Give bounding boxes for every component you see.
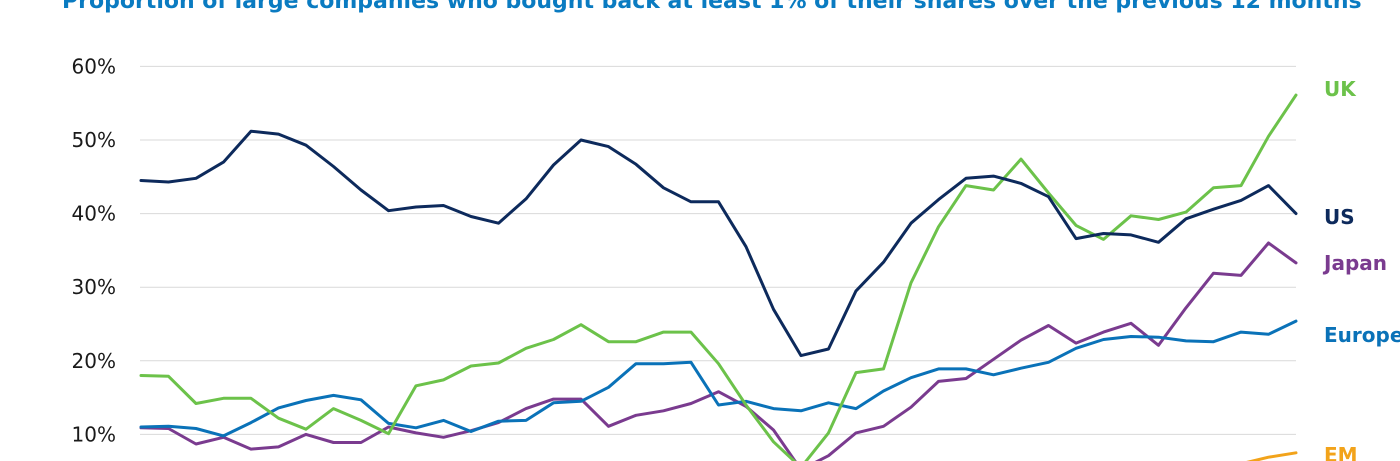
series-line-uk <box>139 93 1298 461</box>
series-line-japan <box>139 241 1298 461</box>
grid-lines <box>140 65 1296 435</box>
y-tick-label: 40% <box>72 202 116 226</box>
chart-title: Proportion of large companies who bought… <box>62 0 1362 14</box>
series-label-em: EM <box>1324 443 1358 461</box>
series-labels: EM Japan Europe UK US <box>1322 77 1400 461</box>
series-label-us: US <box>1324 205 1355 229</box>
series-label-japan: Japan <box>1322 251 1387 275</box>
y-axis-ticks: 60% 50% 40% 30% 20% 10% <box>72 54 116 446</box>
y-tick-label: 60% <box>72 54 116 78</box>
y-tick-label: 50% <box>72 128 116 152</box>
series-label-europe: Europe <box>1324 323 1400 347</box>
series-lines <box>139 93 1298 461</box>
series-line-em <box>1246 451 1298 461</box>
y-tick-label: 30% <box>72 275 116 299</box>
series-line-europe <box>139 319 1298 438</box>
y-tick-label: 10% <box>72 422 116 446</box>
y-tick-label: 20% <box>72 349 116 373</box>
series-label-uk: UK <box>1324 77 1357 101</box>
series-line-us <box>139 129 1298 358</box>
